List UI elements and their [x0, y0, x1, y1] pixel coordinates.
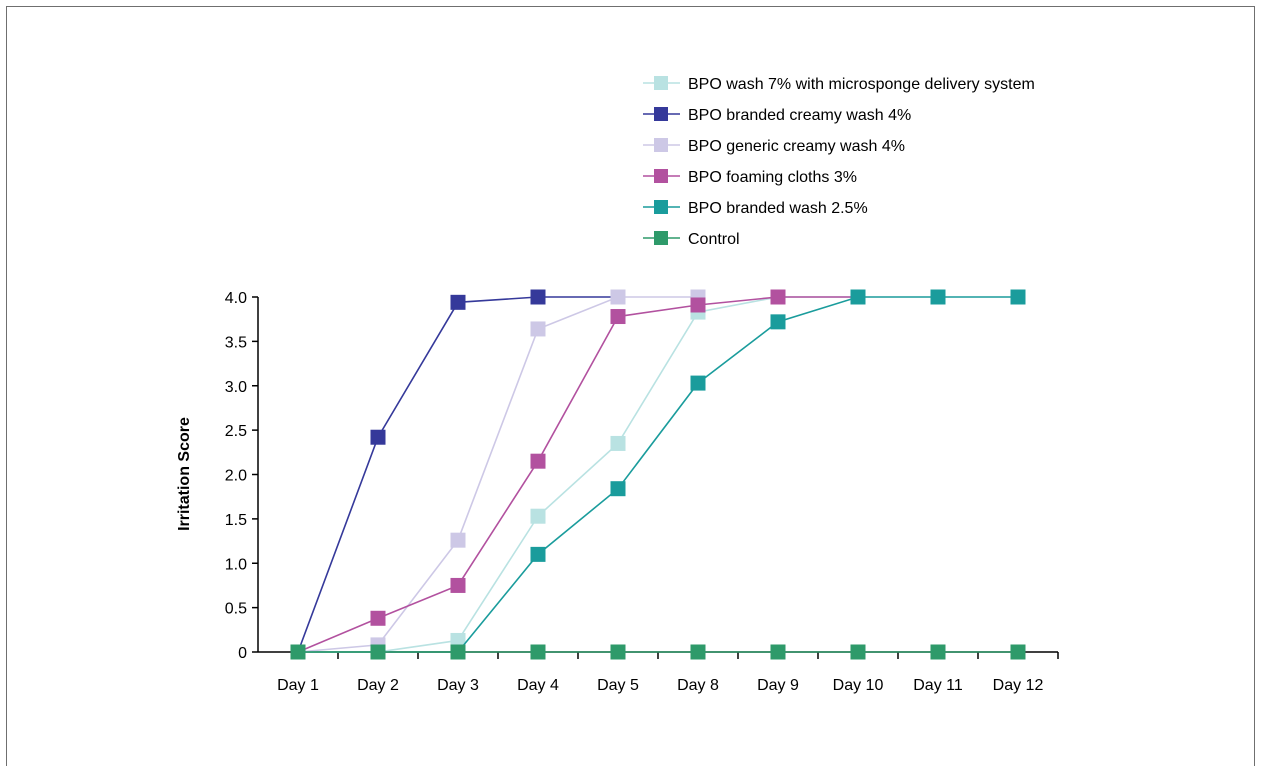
data-point: [850, 289, 866, 305]
y-axis-title: Irritation Score: [176, 417, 193, 531]
x-tick-label: Day 12: [993, 677, 1044, 694]
legend-item-0: BPO wash 7% with microsponge delivery sy…: [643, 76, 1035, 93]
x-ticks: Day 1 Day 2 Day 3 Day 4 Day 5 Day 8 Day 9 Day 1…: [277, 652, 1059, 694]
data-point: [530, 321, 546, 337]
data-point: [690, 644, 706, 660]
x-tick-label: Day 9: [757, 677, 799, 694]
legend-marker: [654, 169, 668, 183]
series-line: [297, 296, 858, 653]
series-line: [297, 296, 698, 653]
x-tick-label: Day 3: [437, 677, 479, 694]
axes: [257, 297, 1058, 653]
data-point: [610, 289, 626, 305]
x-tick-label: Day 4: [517, 677, 559, 694]
x-tick-label: Day 1: [277, 677, 319, 694]
data-point: [370, 644, 386, 660]
data-point: [530, 508, 546, 524]
series-line: [297, 296, 618, 653]
legend-marker: [654, 138, 668, 152]
series-3: [290, 289, 866, 660]
x-tick-label: Day 11: [913, 677, 963, 694]
data-point: [450, 632, 466, 648]
data-point: [930, 289, 946, 305]
legend-item-3: BPO foaming cloths 3%: [643, 169, 857, 186]
data-point: [850, 644, 866, 660]
chart-frame: [6, 6, 1255, 766]
y-tick-label: 1.0: [225, 556, 247, 573]
data-point: [770, 289, 786, 305]
data-point: [530, 644, 546, 660]
series-line: [298, 296, 858, 653]
data-point: [610, 435, 626, 451]
legend: BPO wash 7% with microsponge delivery sy…: [643, 76, 1035, 248]
legend-label: BPO generic creamy wash 4%: [688, 138, 905, 155]
data-point: [450, 644, 466, 660]
data-point: [770, 314, 786, 330]
data-point: [450, 532, 466, 548]
legend-marker: [654, 76, 668, 90]
legend-label: BPO branded creamy wash 4%: [688, 107, 911, 124]
legend-label: BPO wash 7% with microsponge delivery sy…: [688, 76, 1035, 93]
x-tick-label: Day 5: [597, 677, 639, 694]
data-point: [1010, 289, 1026, 305]
legend-label: BPO foaming cloths 3%: [688, 169, 857, 186]
y-tick-label: 3.5: [225, 334, 247, 351]
series-1: [290, 289, 626, 660]
y-ticks: 0 0.5 1.0 1.5 2.0 2.5 3.0 3.5 4.0: [225, 290, 258, 662]
data-point: [450, 577, 466, 593]
data-point: [370, 429, 386, 445]
legend-marker: [654, 107, 668, 121]
data-point: [690, 297, 706, 313]
legend-item-1: BPO branded creamy wash 4%: [643, 107, 911, 124]
legend-marker: [654, 200, 668, 214]
legend-label: BPO branded wash 2.5%: [688, 200, 868, 217]
data-point: [690, 375, 706, 391]
y-tick-label: 2.5: [225, 423, 247, 440]
data-point: [1010, 644, 1026, 660]
series-line: [298, 296, 1018, 653]
legend-marker: [654, 231, 668, 245]
data-point: [530, 453, 546, 469]
x-tick-label: Day 2: [357, 677, 399, 694]
legend-item-5: Control: [643, 231, 740, 248]
series-0: [290, 289, 866, 660]
series-5: [290, 644, 1026, 660]
data-point: [530, 289, 546, 305]
series-4: [290, 289, 1026, 660]
data-point: [610, 309, 626, 325]
data-point: [530, 546, 546, 562]
data-point: [610, 481, 626, 497]
data-point: [450, 294, 466, 310]
y-tick-label: 3.0: [225, 379, 247, 396]
legend-label: Control: [688, 231, 740, 248]
x-tick-label: Day 8: [677, 677, 719, 694]
y-tick-label: 4.0: [225, 290, 247, 307]
series-group: [290, 289, 1026, 660]
y-tick-label: 2.0: [225, 468, 247, 485]
x-tick-label: Day 10: [833, 677, 884, 694]
data-point: [290, 644, 306, 660]
y-tick-label: 0: [238, 645, 247, 662]
y-tick-label: 0.5: [225, 601, 247, 618]
data-point: [610, 644, 626, 660]
y-tick-label: 1.5: [225, 512, 247, 529]
data-point: [930, 644, 946, 660]
legend-item-4: BPO branded wash 2.5%: [643, 200, 868, 217]
data-point: [770, 644, 786, 660]
data-point: [370, 610, 386, 626]
legend-item-2: BPO generic creamy wash 4%: [643, 138, 905, 155]
